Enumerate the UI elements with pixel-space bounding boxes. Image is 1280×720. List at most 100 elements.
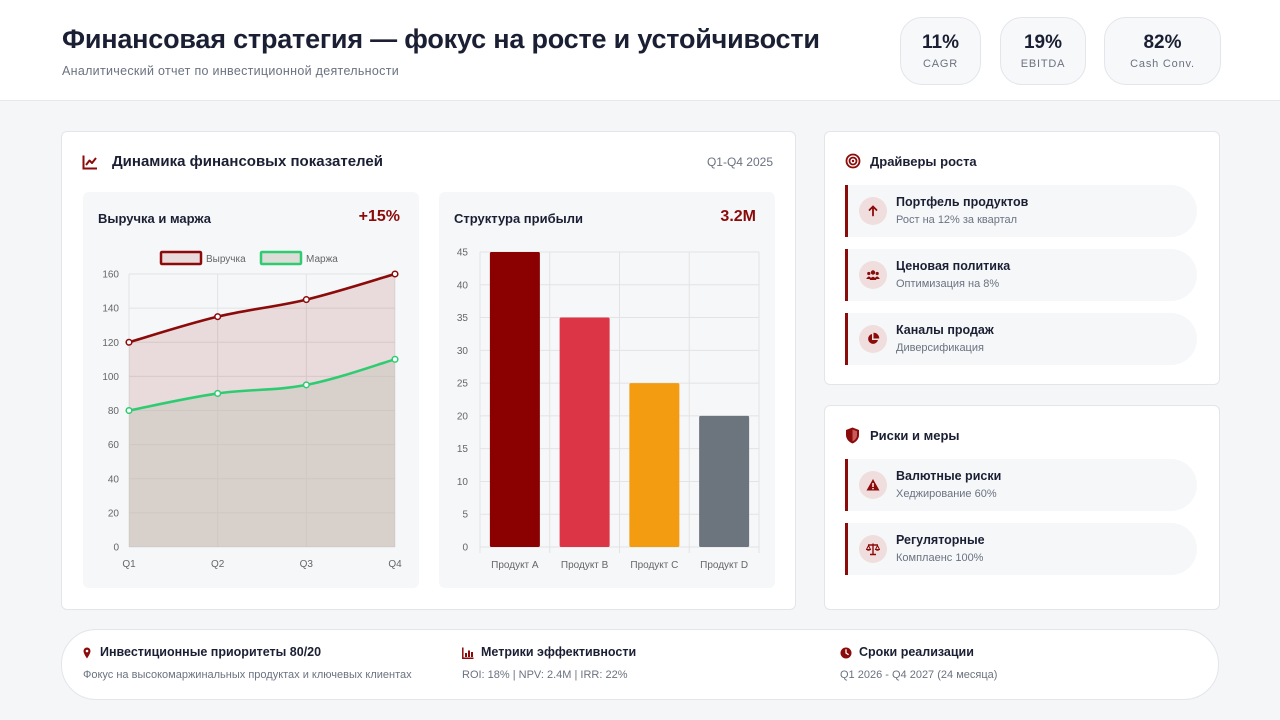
kpi-value: 11% [922,32,959,53]
drivers-card: Драйверы роста Портфель продуктов Рост н… [824,131,1220,385]
kpi-cash-conv: 82% Cash Conv. [1104,17,1221,85]
driver-item-sub: Оптимизация на 8% [896,278,1000,290]
footer-priorities-title: Инвестиционные приоритеты 80/20 [100,645,322,659]
x-tick-label: Продукт D [700,560,748,571]
y-tick-label: 15 [457,444,469,455]
dynamics-card: Динамика финансовых показателей Q1-Q4 20… [61,131,796,610]
driver-item-title: Ценовая политика [896,259,1011,273]
pie-chart-icon [859,325,887,353]
kpi-label: EBITDA [1020,58,1066,70]
driver-item-portfolio: Портфель продуктов Рост на 12% за кварта… [845,185,1197,237]
driver-item-pricing: Ценовая политика Оптимизация на 8% [845,249,1197,301]
pin-icon [83,646,91,664]
kpi-value: 19% [1023,32,1063,53]
driver-item-sub: Рост на 12% за квартал [896,214,1018,226]
data-point [391,355,399,363]
series-line [128,272,396,344]
risk-item-title: Валютные риски [896,469,1002,483]
y-tick-label: 10 [457,477,469,488]
users-icon [859,261,887,289]
header: Финансовая стратегия — фокус на росте и … [0,0,1280,101]
x-tick-label: Q1 [122,559,136,570]
chart-line-icon [82,154,98,175]
x-tick-label: Q2 [211,559,225,570]
risk-item-sub: Хеджирование 60% [896,488,997,500]
data-point [214,389,222,397]
bar-chart-icon [462,646,474,664]
x-tick-label: Продукт C [630,560,678,571]
dynamics-title: Динамика финансовых показателей [112,153,383,170]
dynamics-period: Q1-Q4 2025 [706,155,773,169]
series-area [129,359,395,547]
x-tick-label: Q3 [300,559,314,570]
kpi-value: 82% [1143,32,1182,53]
shield-icon [845,427,860,449]
footer-metrics: Метрики эффективности ROI: 18% | NPV: 2.… [462,630,822,701]
footer-bar: Инвестиционные приоритеты 80/20 Фокус на… [61,629,1219,700]
risk-item-sub: Комплаенс 100% [896,552,984,564]
y-tick-label: 20 [108,508,120,519]
legend-swatch [159,250,203,266]
revenue-panel-title: Выручка и маржа [98,211,212,226]
footer-timeline-title: Сроки реализации [859,645,974,659]
kpi-label: Cash Conv. [1130,58,1195,70]
footer-priorities: Инвестиционные приоритеты 80/20 Фокус на… [83,630,443,701]
x-tick-label: Продукт B [561,560,609,571]
revenue-margin-chart: 0 20 40 60 80 100 120 140 160 Q1 Q2 Q3 Q4 Выручка Марж… [102,250,402,570]
revenue-panel: Выручка и маржа +15% 0 20 40 60 80 100 120 140 1… [83,192,419,588]
bar [559,317,610,547]
driver-item-title: Каналы продаж [896,323,994,337]
y-tick-label: 30 [457,346,469,357]
legend-label: Выручка [206,254,246,265]
y-tick-label: 35 [457,313,469,324]
kpi-cagr: 11% CAGR [900,17,981,85]
scales-icon [859,535,887,563]
profit-panel-title: Структура прибыли [454,211,583,226]
y-tick-label: 0 [113,543,119,554]
legend-label: Маржа [306,254,338,265]
footer-priorities-desc: Фокус на высокомаржинальных продуктах и … [83,669,412,681]
y-tick-label: 20 [457,411,469,422]
driver-item-title: Портфель продуктов [896,195,1029,209]
arrow-up-icon [859,197,887,225]
footer-timeline: Сроки реализации Q1 2026 - Q4 2027 (24 м… [840,630,1200,701]
page-title: Финансовая стратегия — фокус на росте и … [62,24,820,54]
profit-structure-chart: 0 5 10 15 20 25 30 35 40 45 Продукт A Продукт B Прод… [457,248,760,571]
risk-item-currency: Валютные риски Хеджирование 60% [845,459,1197,511]
driver-item-channels: Каналы продаж Диверсификация [845,313,1197,365]
bar [489,252,540,547]
x-tick-label: Q4 [388,559,402,570]
y-tick-label: 25 [457,379,469,390]
y-tick-label: 80 [108,406,120,417]
risks-card: Риски и меры Валютные риски Хеджирование… [824,405,1220,610]
risks-title: Риски и меры [870,428,960,443]
drivers-title: Драйверы роста [870,154,977,169]
data-point [125,406,133,415]
y-tick-label: 160 [102,270,119,281]
y-tick-label: 140 [102,304,119,315]
clock-icon [840,646,852,664]
y-tick-label: 100 [102,372,119,383]
data-point [125,338,133,346]
revenue-panel-value: +15% [358,208,400,225]
profit-panel: Структура прибыли 3.2M 0 5 10 15 20 25 30 35 40 4… [439,192,775,588]
x-tick-label: Продукт A [491,560,539,571]
y-tick-label: 40 [108,474,120,485]
y-tick-label: 45 [457,248,469,259]
legend-swatch [259,250,303,266]
kpi-ebitda: 19% EBITDA [1000,17,1086,85]
warning-icon [859,471,887,499]
risk-item-regulatory: Регуляторные Комплаенс 100% [845,523,1197,575]
bar [629,383,680,547]
y-tick-label: 5 [462,510,468,521]
data-point [391,270,399,278]
y-tick-label: 0 [462,543,468,554]
y-tick-label: 60 [108,440,120,451]
profit-panel-value: 3.2M [720,208,756,225]
kpi-label: CAGR [923,58,958,70]
data-point [302,296,310,304]
y-tick-label: 40 [457,280,469,291]
risk-item-title: Регуляторные [896,533,985,547]
y-tick-label: 120 [102,338,119,349]
page-subtitle: Аналитический отчет по инвестиционной де… [62,64,399,78]
